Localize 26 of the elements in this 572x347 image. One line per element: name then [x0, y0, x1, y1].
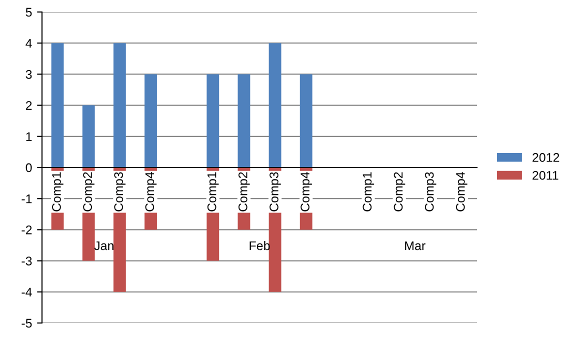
- y-tick-label: -1: [22, 194, 32, 204]
- x-tick-label: Comp1: [52, 172, 64, 212]
- x-tick-label: Comp3: [270, 172, 281, 212]
- legend-label: 2011: [532, 170, 558, 180]
- y-tick-label: 1: [26, 132, 32, 141]
- x-tick-label: Comp2: [238, 172, 250, 212]
- x-tick-label: Comp1: [207, 172, 219, 212]
- y-tick-label: -5: [22, 318, 32, 328]
- x-tick-label: Comp2: [83, 172, 94, 212]
- x-tick-label: Comp4: [300, 172, 312, 212]
- y-tick-label: 4: [26, 39, 32, 48]
- x-tick-label: Comp2: [394, 172, 406, 212]
- legend-label: 2012: [532, 153, 560, 162]
- x-tick-label: Comp3: [114, 172, 126, 212]
- x-tick-label: Comp4: [145, 172, 157, 212]
- annotation: Mar: [405, 241, 426, 250]
- y-tick-label: -3: [22, 256, 32, 266]
- x-tick-label: Comp3: [424, 172, 436, 212]
- x-tick-label: Comp4: [456, 172, 468, 212]
- y-tick-label: 0: [26, 163, 32, 172]
- y-tick-label: -4: [22, 288, 32, 296]
- y-tick-label: 3: [26, 70, 32, 79]
- y-tick-label: 2: [26, 101, 32, 110]
- x-tick-label: Comp1: [362, 172, 374, 212]
- y-tick-label: 5: [26, 8, 32, 17]
- y-tick-label: -2: [22, 226, 32, 234]
